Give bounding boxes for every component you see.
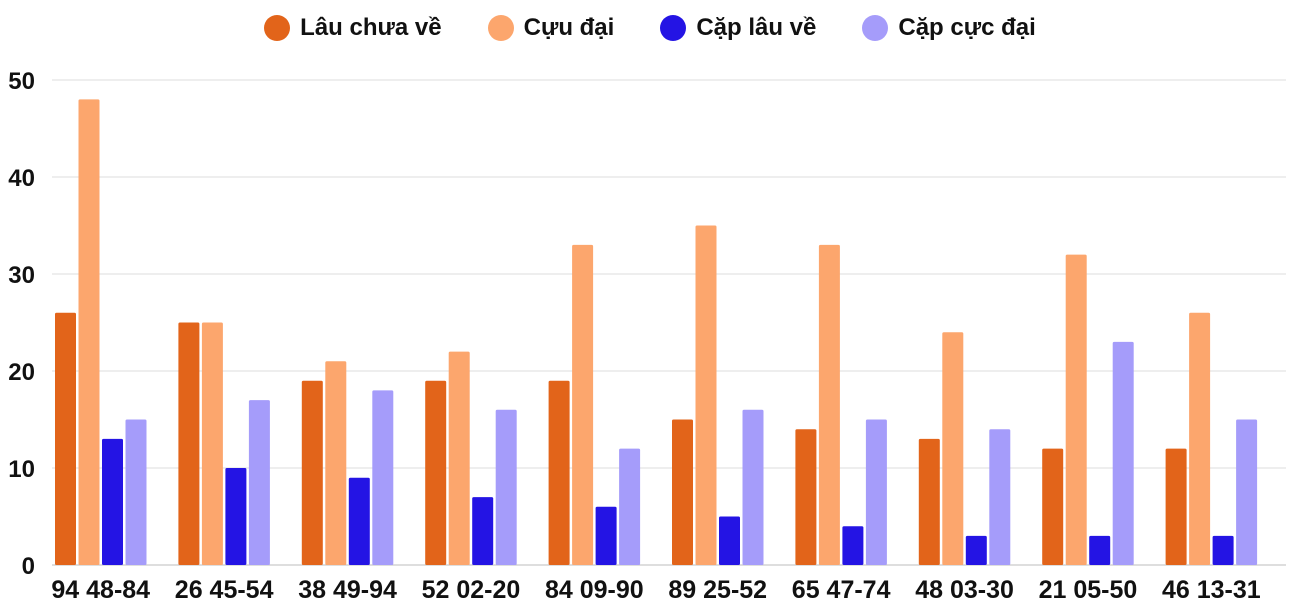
legend-swatch — [264, 15, 291, 41]
bar — [372, 390, 394, 565]
bar — [1042, 448, 1064, 565]
bar — [742, 409, 764, 565]
bar — [178, 322, 200, 565]
x-tick-label: 94 48-84 — [51, 576, 150, 600]
legend-swatch — [487, 15, 514, 41]
bar — [595, 506, 617, 565]
bar — [719, 516, 740, 565]
bar — [248, 400, 270, 565]
bar — [55, 312, 76, 565]
bar — [472, 497, 494, 565]
legend-item-lau-chua-ve: Lâu chưa về — [264, 14, 442, 42]
bar — [695, 225, 717, 565]
legend-label: Lâu chưa về — [300, 14, 442, 41]
bar — [1212, 535, 1234, 565]
bar — [795, 429, 817, 565]
y-tick-label: 40 — [8, 165, 35, 192]
x-tick-label: 48 03-30 — [915, 576, 1014, 600]
bar — [102, 438, 123, 565]
bar — [1165, 448, 1187, 565]
x-tick-label: 21 05-50 — [1039, 576, 1138, 600]
legend-swatch — [660, 15, 687, 41]
bar — [619, 448, 641, 565]
bar — [448, 351, 470, 565]
y-tick-label: 50 — [8, 68, 35, 95]
bar — [301, 380, 323, 565]
bar — [1065, 254, 1087, 565]
bar — [225, 468, 247, 565]
legend-label: Cặp cực đại — [898, 14, 1036, 41]
y-tick-label: 30 — [8, 262, 35, 289]
bar — [78, 99, 100, 566]
bar — [918, 438, 940, 565]
bar — [842, 526, 864, 565]
bar — [125, 419, 147, 565]
bar — [572, 244, 594, 565]
bar — [1236, 419, 1258, 565]
legend-label: Cặp lâu về — [696, 14, 817, 41]
legend: Lâu chưa về Cựu đại Cặp lâu về Cặp cực đ… — [0, 14, 1300, 42]
legend-swatch — [862, 15, 889, 41]
legend-item-cap-cuc-dai: Cặp cực đại — [862, 14, 1036, 42]
y-tick-label: 0 — [22, 553, 35, 580]
x-tick-label: 84 09-90 — [545, 576, 644, 600]
bar — [325, 361, 347, 565]
bar — [1189, 312, 1211, 565]
x-tick-label: 65 47-74 — [792, 576, 891, 600]
legend-label: Cựu đại — [523, 14, 615, 41]
bar — [1089, 535, 1111, 565]
bar — [495, 409, 517, 565]
y-tick-label: 20 — [8, 359, 35, 386]
bar — [942, 332, 964, 565]
x-tick-label: 38 49-94 — [298, 576, 397, 600]
bar — [548, 380, 570, 565]
bar — [1112, 341, 1134, 565]
bar — [865, 419, 887, 565]
x-tick-label: 89 25-52 — [668, 576, 767, 600]
x-tick-label: 52 02-20 — [422, 576, 521, 600]
legend-item-cap-lau-ve: Cặp lâu về — [660, 14, 816, 42]
legend-item-cuu-dai: Cựu đại — [487, 14, 615, 42]
bar — [989, 429, 1011, 565]
x-tick-label: 46 13-31 — [1162, 576, 1261, 600]
x-tick-label: 26 45-54 — [175, 576, 274, 600]
bar — [965, 535, 987, 565]
bar — [348, 477, 370, 565]
bar — [201, 322, 223, 565]
bar — [672, 419, 693, 565]
bar — [425, 380, 447, 565]
y-tick-label: 10 — [8, 456, 35, 483]
bar — [818, 244, 840, 565]
